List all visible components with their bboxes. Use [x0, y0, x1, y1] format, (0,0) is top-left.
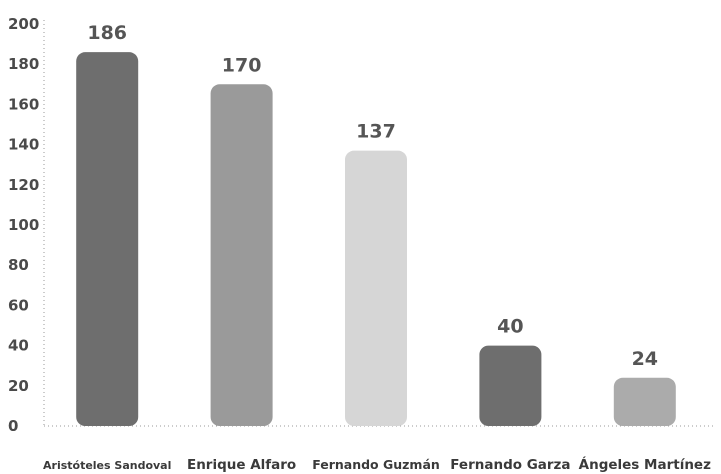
- bar: [345, 150, 407, 426]
- data-labels-group: 186 170 137 40 24: [87, 22, 658, 370]
- y-axis-ticks: 0 20 40 60 80 100 120 140 160 180 200: [8, 15, 39, 435]
- bar-value-label: 170: [222, 54, 262, 76]
- bar: [613, 377, 676, 426]
- bars-group: [76, 52, 676, 427]
- y-tick-label: 60: [8, 296, 29, 314]
- y-tick-label: 140: [8, 136, 39, 154]
- bar-value-label: 40: [497, 316, 523, 338]
- bar-value-label: 137: [356, 121, 396, 143]
- y-tick-label: 200: [8, 15, 39, 33]
- y-tick-label: 40: [8, 337, 29, 355]
- y-tick-label: 180: [8, 55, 39, 73]
- category-label: Fernando Garza: [450, 457, 570, 473]
- category-label: Enrique Alfaro: [187, 457, 296, 473]
- y-tick-label: 160: [8, 95, 39, 113]
- y-tick-label: 80: [8, 256, 29, 274]
- bar: [76, 52, 139, 426]
- y-tick-label: 0: [8, 417, 18, 435]
- bar-value-label: 186: [87, 22, 127, 44]
- y-tick-label: 120: [8, 176, 39, 194]
- category-label: Ángeles Martínez: [579, 456, 711, 473]
- bar: [210, 84, 273, 427]
- category-labels-group: Aristóteles Sandoval Enrique Alfaro Fernan…: [43, 456, 711, 473]
- category-label: Fernando Guzmán: [312, 457, 440, 472]
- y-tick-label: 20: [8, 377, 29, 395]
- y-tick-label: 100: [8, 216, 39, 234]
- bar-value-label: 24: [632, 348, 658, 370]
- bar: [479, 345, 542, 426]
- category-label: Aristóteles Sandoval: [43, 459, 171, 472]
